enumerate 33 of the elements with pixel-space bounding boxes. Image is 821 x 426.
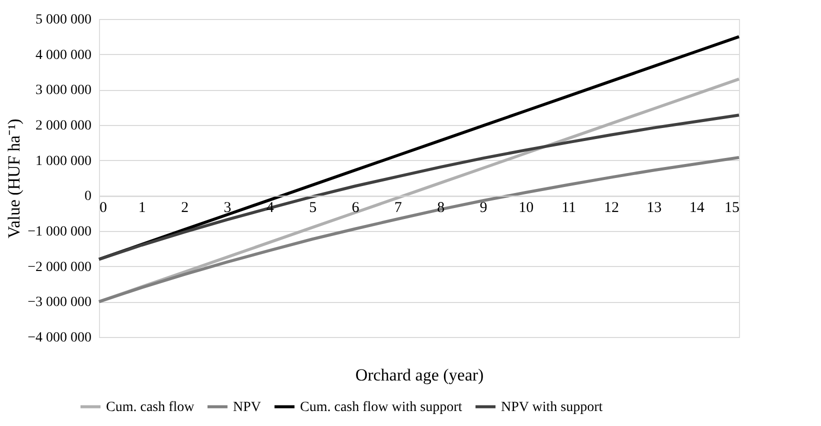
x-tick-label: 13 [646,200,662,216]
legend-label: Cum. cash flow with support [300,400,462,415]
y-tick-label: 3 000 000 [36,83,92,98]
y-tick-label: 1 000 000 [36,154,92,169]
y-tick-label: −3 000 000 [28,295,92,310]
y-tick-label: 5 000 000 [36,12,92,28]
y-tick-label: −2 000 000 [28,260,92,275]
legend-label: Cum. cash flow [106,400,196,415]
line-series [98,114,740,261]
x-tick-label: 9 [480,200,488,216]
x-tick-label: 7 [394,200,402,216]
x-tick-label: 0 [100,200,107,216]
legend-label: NPV with support [501,400,603,415]
line-series [98,156,740,304]
x-tick-label: 2 [181,200,189,216]
x-tick-label: 8 [437,200,445,216]
x-tick-label: 14 [689,200,705,216]
x-tick-label: 1 [138,200,146,216]
x-tick-label: 15 [724,200,740,216]
y-tick-label: 2 000 000 [36,118,92,134]
y-tick-label: 0 [84,189,92,204]
y-tick-label: −4 000 000 [28,330,92,346]
x-tick-label: 11 [562,200,576,216]
y-tick-label: 4 000 000 [36,48,92,63]
x-tick-label: 10 [518,200,534,216]
legend-label: NPV [233,400,262,415]
x-tick-label: 6 [352,200,360,216]
y-axis-title: Value (HUF ha⁻¹) [4,118,24,238]
x-tick-label: 5 [309,200,317,216]
x-tick-label: 3 [224,200,232,216]
y-tick-label: −1 000 000 [28,224,92,240]
x-axis-title: Orchard age (year) [355,366,484,384]
x-tick-label: 12 [604,200,619,216]
